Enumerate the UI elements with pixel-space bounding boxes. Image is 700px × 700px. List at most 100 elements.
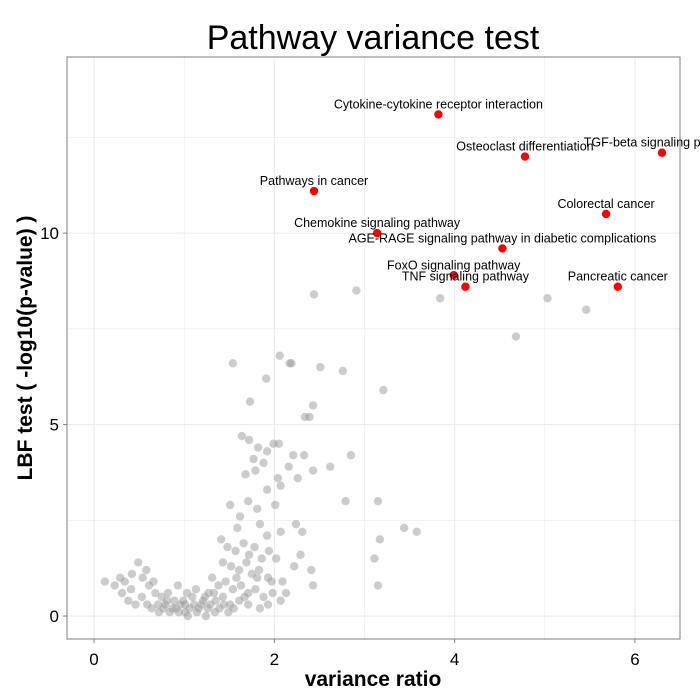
data-point <box>232 573 241 582</box>
data-point <box>275 351 284 360</box>
data-point <box>370 554 379 563</box>
data-point <box>127 569 137 579</box>
data-point <box>308 581 318 590</box>
data-point <box>110 581 119 590</box>
data-point <box>223 542 232 552</box>
data-point <box>262 447 272 456</box>
point-label: Chemokine signaling pathway <box>294 216 461 230</box>
data-point <box>154 607 164 617</box>
data-point <box>309 290 319 299</box>
x-tick-label: 2 <box>270 650 279 669</box>
data-point <box>346 451 356 460</box>
data-point <box>264 546 274 556</box>
data-point <box>183 611 192 621</box>
data-point <box>162 596 172 605</box>
data-point <box>259 458 268 468</box>
data-point <box>237 431 247 441</box>
highlighted-point <box>601 209 611 219</box>
data-point <box>293 473 302 483</box>
data-point <box>134 558 143 567</box>
data-point <box>253 573 262 582</box>
data-point <box>201 611 211 621</box>
data-point <box>233 523 242 533</box>
data-point <box>243 496 253 506</box>
data-point <box>375 535 385 544</box>
x-tick-label: 0 <box>89 650 98 669</box>
data-point <box>206 600 215 609</box>
data-point <box>316 362 325 372</box>
point-label: AGE-RAGE signaling pathway in diabetic c… <box>349 231 657 245</box>
data-point <box>174 607 183 617</box>
data-point <box>168 604 177 613</box>
data-point <box>229 604 238 613</box>
data-point <box>235 512 245 521</box>
data-point <box>219 600 229 609</box>
data-point <box>218 592 228 602</box>
data-point <box>263 600 273 609</box>
y-tick-label: 5 <box>50 416 59 435</box>
data-point <box>379 385 388 395</box>
point-label: TNF signaling pathway <box>402 270 530 284</box>
data-point <box>281 588 291 598</box>
data-point <box>412 527 421 536</box>
data-point <box>245 397 255 406</box>
x-tick-label: 4 <box>450 650 459 669</box>
x-axis-ticks: 0 2 4 6 <box>89 639 640 669</box>
data-point <box>231 546 240 556</box>
y-tick-label: 10 <box>40 224 59 243</box>
data-point <box>147 604 156 613</box>
data-point <box>253 443 263 452</box>
data-point <box>218 558 228 567</box>
data-point <box>249 454 258 464</box>
data-point <box>373 496 383 506</box>
highlighted-point <box>461 282 470 291</box>
x-axis-title: variance ratio <box>305 668 442 691</box>
data-point <box>226 562 236 571</box>
data-point <box>163 588 173 598</box>
data-point <box>214 581 223 590</box>
point-labels: Cytokine-cytokine receptor interaction Os… <box>260 97 700 283</box>
data-point <box>305 412 314 422</box>
y-axis-ticks: 0 5 10 <box>40 224 67 626</box>
data-point <box>255 604 265 613</box>
point-label: Osteoclast differentiation <box>456 140 593 154</box>
data-point <box>296 550 305 559</box>
data-point <box>262 531 272 540</box>
y-tick-label: 0 <box>50 607 59 626</box>
data-point <box>289 451 298 460</box>
data-point <box>262 485 272 494</box>
data-point <box>308 466 318 475</box>
highlighted-points <box>309 110 667 291</box>
data-point <box>338 366 348 376</box>
data-point <box>228 359 238 368</box>
data-point <box>253 504 262 514</box>
data-point <box>326 462 335 471</box>
data-point <box>200 592 210 602</box>
data-point <box>276 481 285 491</box>
data-point <box>241 470 250 479</box>
data-point <box>120 577 129 586</box>
highlighted-point <box>520 152 530 161</box>
data-point <box>149 577 158 586</box>
data-point <box>307 565 316 575</box>
data-point <box>192 607 202 617</box>
data-point <box>291 519 301 529</box>
data-point <box>274 439 284 448</box>
data-point <box>399 523 409 533</box>
data-point <box>268 588 277 598</box>
highlighted-point <box>434 110 443 119</box>
grid-lines <box>67 57 680 639</box>
data-point <box>173 581 183 590</box>
data-point <box>276 527 285 536</box>
x-tick-label: 6 <box>630 650 639 669</box>
data-point <box>244 550 254 559</box>
data-point <box>373 581 383 590</box>
data-point <box>151 588 160 598</box>
data-point <box>240 592 249 602</box>
data-point <box>341 496 350 506</box>
data-point <box>142 565 151 575</box>
data-point <box>273 473 283 483</box>
plot-panel-border <box>66 56 681 640</box>
data-point <box>236 581 246 590</box>
